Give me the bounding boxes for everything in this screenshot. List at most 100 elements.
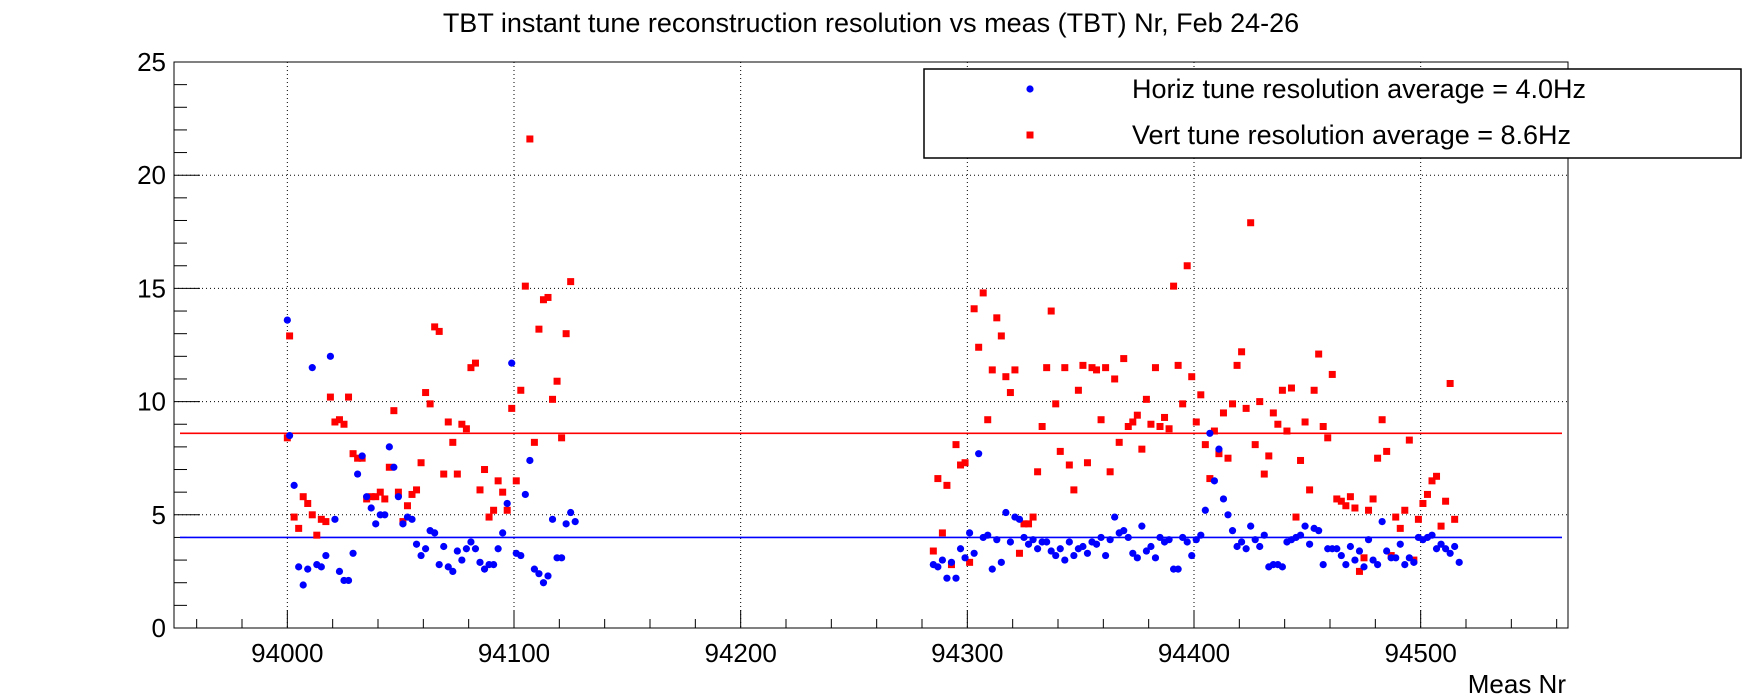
- horiz-data-point: [1174, 565, 1182, 573]
- vert-data-point: [490, 506, 498, 514]
- horiz-data-point: [499, 529, 507, 537]
- vert-data-point: [1419, 499, 1427, 507]
- horiz-data-point: [1224, 511, 1232, 519]
- horiz-data-point: [1374, 561, 1382, 569]
- vert-data-point: [1355, 567, 1363, 575]
- horiz-data-point: [1278, 563, 1286, 571]
- vert-data-point: [1247, 219, 1255, 227]
- horiz-data-point: [997, 558, 1005, 566]
- vert-data-point: [1083, 459, 1091, 467]
- horiz-data-point: [363, 493, 371, 501]
- vert-data-point: [1374, 454, 1382, 462]
- vert-data-point: [952, 441, 960, 449]
- vert-data-point: [1120, 355, 1128, 363]
- vert-data-point: [1129, 418, 1137, 426]
- horiz-data-point: [1052, 551, 1060, 560]
- horiz-data-point: [1183, 538, 1191, 546]
- vert-data-point: [453, 470, 461, 478]
- horiz-data-point: [1147, 542, 1155, 551]
- horiz-data-point: [1410, 558, 1418, 566]
- vert-data-point: [1106, 468, 1114, 476]
- vert-data-point: [1269, 409, 1277, 417]
- horiz-data-point: [367, 504, 375, 512]
- vert-data-point: [1047, 307, 1055, 315]
- vert-data-point: [1115, 438, 1123, 446]
- horiz-data-point: [1437, 540, 1445, 548]
- horiz-data-point: [399, 520, 407, 528]
- horiz-data-point: [1215, 445, 1223, 453]
- vert-data-point: [354, 454, 362, 462]
- horiz-data-point: [1333, 545, 1341, 553]
- vert-data-point: [966, 558, 974, 566]
- horiz-data-point: [993, 536, 1001, 544]
- y-tick-label: 0: [152, 613, 166, 643]
- horiz-data-point: [1296, 531, 1305, 539]
- axes: 94000 94100 94200 94300 94400 94500 0 5 10 15 20 25: [137, 47, 1558, 668]
- horiz-data-point: [1165, 536, 1173, 544]
- vert-data-point: [326, 393, 334, 401]
- horiz-data-point: [1120, 527, 1128, 535]
- vert-data-point: [1165, 425, 1173, 433]
- average-lines: [180, 432, 1562, 539]
- vert-data-point: [539, 296, 547, 304]
- vert-data-point: [1319, 423, 1327, 431]
- vert-data-point: [526, 135, 534, 143]
- horiz-data-point: [304, 565, 312, 573]
- vert-data-point: [1074, 386, 1082, 394]
- horiz-data-point: [1142, 547, 1150, 555]
- horiz-data-point: [1337, 551, 1345, 560]
- horiz-data-point: [970, 549, 978, 557]
- horiz-data-point: [344, 576, 353, 585]
- vert-data-point: [494, 477, 502, 485]
- vert-data-point: [1437, 522, 1445, 530]
- vert-data-point: [1324, 434, 1332, 442]
- horiz-data-point: [521, 490, 529, 499]
- vert-data-point: [1351, 504, 1359, 512]
- y-tick-label: 10: [137, 387, 166, 417]
- vert-data-point: [1346, 493, 1354, 501]
- horiz-data-point: [1446, 549, 1454, 557]
- vert-data-point: [997, 332, 1005, 340]
- vert-data-point: [1210, 427, 1218, 435]
- horiz-data-point: [1043, 538, 1051, 546]
- vert-data-point: [1333, 495, 1341, 503]
- horiz-data-point: [358, 452, 366, 460]
- vert-data-point: [517, 386, 525, 394]
- vert-data-point: [1328, 370, 1336, 378]
- vert-data-point: [1224, 454, 1232, 462]
- vert-data-point: [1337, 497, 1345, 505]
- horiz-data-point: [1233, 542, 1241, 551]
- vert-data-point: [1161, 413, 1169, 421]
- vert-data-point: [1147, 420, 1155, 428]
- horiz-data-point: [317, 563, 325, 571]
- vert-data-point: [943, 481, 951, 489]
- horiz-data-point: [1319, 561, 1327, 569]
- vert-data-point: [1442, 497, 1450, 505]
- vert-data-point: [481, 466, 489, 474]
- vert-data-point: [558, 434, 566, 442]
- horiz-data-point: [1355, 547, 1364, 555]
- horiz-data-point: [471, 545, 480, 553]
- vert-data-point: [381, 495, 389, 503]
- horiz-data-point: [1020, 533, 1028, 542]
- legend: Horiz tune resolution average = 4.0Hz Ver…: [923, 68, 1742, 159]
- legend-box: [923, 68, 1742, 159]
- vert-data-point: [993, 314, 1001, 322]
- horiz-data-point: [1079, 542, 1087, 551]
- horiz-data-point: [1401, 561, 1409, 569]
- vert-data-point: [1428, 477, 1436, 485]
- horiz-data-point: [984, 531, 992, 539]
- vert-data-point: [1093, 366, 1101, 374]
- horiz-data-point: [1405, 554, 1413, 562]
- vert-data-point: [1306, 486, 1314, 494]
- vert-data-point: [508, 404, 516, 412]
- horiz-data-point: [408, 515, 416, 523]
- horiz-data-point: [1002, 508, 1010, 517]
- horiz-data-point: [1015, 515, 1024, 523]
- vert-data-point: [458, 420, 466, 428]
- horiz-data-point: [1065, 538, 1073, 546]
- vert-data-point: [1233, 361, 1241, 369]
- vert-data-point: [390, 407, 398, 415]
- horiz-data-point: [1455, 558, 1463, 566]
